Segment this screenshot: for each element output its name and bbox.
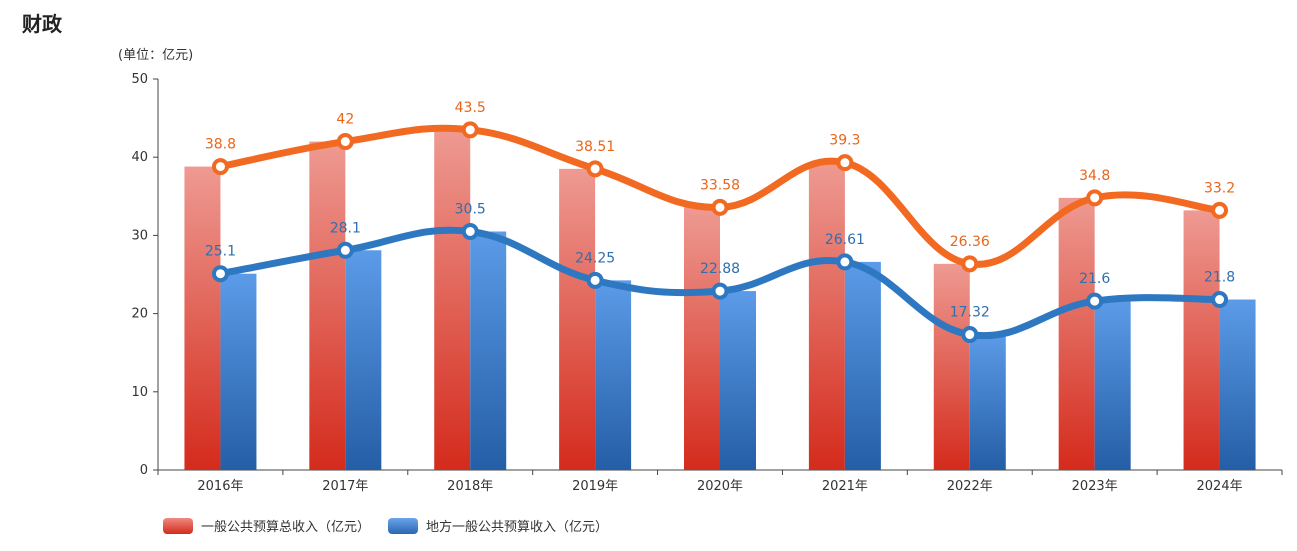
data-label-local: 24.25 <box>575 250 615 266</box>
data-label-total: 38.8 <box>205 137 236 153</box>
bar-local <box>1094 301 1131 470</box>
data-label-local: 22.88 <box>700 261 740 277</box>
x-tick-label: 2021年 <box>822 479 868 494</box>
bar-total <box>309 141 346 470</box>
bar-local <box>220 273 257 470</box>
point-total <box>711 198 729 216</box>
point-local <box>711 282 729 300</box>
data-label-total: 43.5 <box>455 100 486 116</box>
legend-item-local[interactable]: 地方一般公共预算收入（亿元） <box>388 516 608 535</box>
point-total <box>836 154 854 172</box>
legend-swatch-local <box>388 517 419 534</box>
data-label-total: 26.36 <box>950 234 990 250</box>
bar-local <box>844 261 881 470</box>
bar-local <box>595 280 632 470</box>
bar-total <box>434 129 471 470</box>
x-tick-label: 2019年 <box>572 479 618 494</box>
bar-local <box>470 231 507 470</box>
x-tick-label: 2020年 <box>697 479 743 494</box>
data-label-local: 25.1 <box>205 244 236 260</box>
bar-total <box>1058 197 1095 470</box>
unit-label: (单位：亿元) <box>118 48 194 63</box>
bar-total <box>933 263 970 470</box>
finance-chart: 0 10 20 30 40 50 2016年 2017年 2018年 2019年 2020年 2021… <box>131 72 1283 494</box>
y-tick-label: 40 <box>131 150 148 165</box>
point-local <box>836 253 854 271</box>
data-label-local: 28.1 <box>330 220 361 236</box>
bar-local <box>345 250 382 470</box>
legend: 一般公共预算总收入（亿元） 地方一般公共预算收入（亿元） <box>163 516 608 535</box>
bar-total <box>808 162 845 470</box>
data-label-local: 21.8 <box>1204 270 1235 286</box>
page-title: 财政 <box>22 12 62 36</box>
point-local <box>961 326 979 344</box>
point-local <box>1211 291 1229 309</box>
point-total <box>336 133 354 151</box>
y-tick-label: 20 <box>131 307 148 322</box>
point-total <box>461 121 479 139</box>
bar-local <box>720 291 756 470</box>
data-label-local: 26.61 <box>825 232 865 248</box>
data-label-total: 39.3 <box>829 133 860 149</box>
point-local <box>211 265 229 283</box>
legend-label-local: 地方一般公共预算收入（亿元） <box>426 520 609 535</box>
point-total <box>961 255 979 273</box>
data-label-local: 17.32 <box>950 305 990 321</box>
data-label-total: 42 <box>336 112 354 128</box>
y-tick-label: 0 <box>140 463 148 478</box>
bar-local <box>969 334 1006 470</box>
point-total <box>211 158 229 176</box>
point-local <box>336 241 354 259</box>
data-label-total: 38.51 <box>575 139 615 155</box>
bar-total <box>559 168 596 470</box>
bar-local <box>1219 299 1256 470</box>
data-label-total: 33.2 <box>1204 180 1235 196</box>
data-label-total: 34.8 <box>1079 168 1110 184</box>
legend-swatch-total <box>163 517 193 534</box>
data-label-total: 33.58 <box>700 177 740 193</box>
point-total <box>1086 189 1104 207</box>
y-tick-label: 10 <box>131 385 148 400</box>
point-total <box>1211 201 1229 219</box>
bar-total <box>684 207 720 470</box>
data-label-local: 30.5 <box>455 201 486 217</box>
point-local <box>461 222 479 240</box>
y-tick-label: 50 <box>131 72 148 87</box>
legend-label-total: 一般公共预算总收入（亿元） <box>201 520 371 535</box>
bar-total <box>184 166 221 471</box>
legend-item-total[interactable]: 一般公共预算总收入（亿元） <box>163 516 370 535</box>
x-tick-label: 2024年 <box>1197 479 1243 494</box>
x-tick-label: 2017年 <box>322 479 368 494</box>
y-tick-label: 30 <box>131 228 148 243</box>
line-total <box>216 124 1224 268</box>
x-tick-label: 2023年 <box>1072 479 1118 494</box>
point-local <box>586 271 604 289</box>
x-tick-label: 2016年 <box>197 479 243 494</box>
bar-total <box>1183 210 1220 470</box>
point-local <box>1086 292 1104 310</box>
x-tick-label: 2018年 <box>447 479 493 494</box>
data-label-local: 21.6 <box>1079 271 1110 287</box>
point-total <box>586 160 604 178</box>
x-tick-label: 2022年 <box>947 479 993 494</box>
